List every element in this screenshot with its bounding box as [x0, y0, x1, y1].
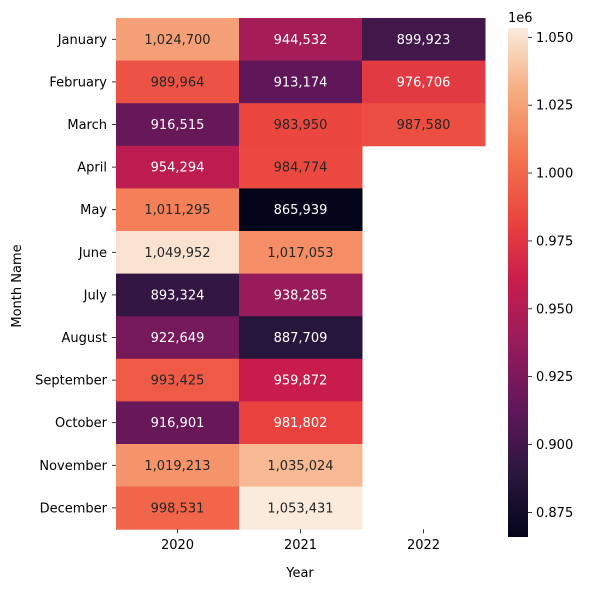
cell-value-label: 1,011,295	[144, 203, 210, 218]
cell-value-label: 1,024,700	[144, 33, 210, 48]
colorbar-tick-label: 0.875	[536, 506, 573, 521]
y-tick-label: January	[57, 33, 108, 48]
heatmap-cell	[362, 103, 486, 147]
heatmap-cell	[239, 444, 363, 488]
cell-value-label: 983,950	[274, 118, 328, 133]
x-axis-label: Year	[285, 566, 314, 581]
cell-value-label: 987,580	[397, 118, 451, 133]
y-tick-label: October	[55, 416, 108, 431]
x-tick-label: 2021	[284, 538, 317, 553]
heatmap-cell	[116, 316, 240, 360]
x-tick-label: 2022	[407, 538, 440, 553]
heatmap-cell	[239, 316, 363, 360]
cell-value-label: 916,515	[151, 118, 205, 133]
cell-value-label: 1,017,053	[267, 246, 333, 261]
cell-value-label: 998,531	[151, 501, 205, 516]
heatmap-cell	[362, 18, 486, 62]
heatmap-cell	[239, 18, 363, 62]
y-tick-label: February	[49, 75, 107, 90]
cell-value-label: 993,425	[151, 374, 205, 389]
cell-value-label: 989,964	[151, 75, 205, 90]
colorbar-tick-label: 0.925	[536, 370, 573, 385]
y-tick-label: September	[35, 374, 108, 389]
y-tick-label: March	[67, 118, 107, 133]
heatmap-cell	[239, 145, 363, 189]
colorbar	[508, 28, 528, 537]
cell-value-label: 981,802	[274, 416, 328, 431]
colorbar-tick-label: 0.900	[536, 438, 573, 453]
x-axis-ticks: 2020 2021 2022	[161, 529, 440, 553]
y-tick-label: April	[77, 161, 107, 176]
colorbar-tick-label: 0.950	[536, 302, 573, 317]
heatmap-cell	[239, 60, 363, 104]
cell-value-label: 887,709	[274, 331, 328, 346]
heatmap-cell	[116, 401, 240, 445]
heatmap-cell	[239, 231, 363, 275]
y-axis-label: Month Name	[10, 244, 25, 327]
cell-value-label: 954,294	[151, 161, 205, 176]
heatmap-cell	[239, 273, 363, 317]
heatmap-cell-labels: 1,024,700 944,532 899,923 989,964 913,174 976…	[144, 33, 450, 517]
cell-value-label: 959,872	[274, 374, 328, 389]
cell-value-label: 916,901	[151, 416, 205, 431]
heatmap-cells	[116, 18, 486, 530]
cell-value-label: 865,939	[274, 203, 328, 218]
heatmap-cell	[116, 18, 240, 62]
cell-value-label: 984,774	[274, 161, 328, 176]
y-tick-label: August	[62, 331, 108, 346]
heatmap-cell	[116, 145, 240, 189]
cell-value-label: 1,049,952	[144, 246, 210, 261]
cell-value-label: 893,324	[151, 288, 205, 303]
heatmap-cell	[362, 60, 486, 104]
y-tick-label: May	[80, 203, 107, 218]
colorbar-tick-label: 1.000	[536, 167, 573, 182]
cell-value-label: 1,035,024	[267, 459, 333, 474]
heatmap-cell	[116, 231, 240, 275]
y-tick-label: December	[40, 501, 108, 516]
y-tick-label: November	[39, 459, 107, 474]
cell-value-label: 922,649	[151, 331, 205, 346]
heatmap-cell	[239, 401, 363, 445]
heatmap-cell	[116, 273, 240, 317]
y-tick-label: June	[78, 246, 107, 261]
cell-value-label: 1,053,431	[267, 501, 333, 516]
heatmap-cell	[116, 444, 240, 488]
heatmap-cell	[239, 188, 363, 232]
colorbar-tick-label: 1.025	[536, 99, 573, 114]
y-tick-label: July	[83, 288, 108, 303]
colorbar-tick-label: 0.975	[536, 234, 573, 249]
colorbar-scale-label: 1e6	[508, 11, 533, 26]
cell-value-label: 976,706	[397, 75, 451, 90]
colorbar-tick-label: 1.050	[536, 31, 573, 46]
heatmap-cell	[116, 358, 240, 402]
cell-value-label: 938,285	[274, 288, 328, 303]
heatmap-cell	[239, 103, 363, 147]
cell-value-label: 913,174	[274, 75, 328, 90]
y-axis-ticks: January February March April May June July Augu…	[35, 33, 116, 516]
heatmap-cell	[116, 103, 240, 147]
cell-value-label: 1,019,213	[144, 459, 210, 474]
cell-value-label: 899,923	[397, 33, 451, 48]
heatmap-cell	[239, 486, 363, 530]
heatmap-cell	[116, 60, 240, 104]
heatmap-cell	[116, 486, 240, 530]
cell-value-label: 944,532	[274, 33, 328, 48]
heatmap-cell	[116, 188, 240, 232]
x-tick-label: 2020	[161, 538, 194, 553]
colorbar-ticks: 0.875 0.900 0.925 0.950 0.975 1.000 1.025 1.050	[528, 31, 573, 521]
heatmap-cell	[239, 358, 363, 402]
